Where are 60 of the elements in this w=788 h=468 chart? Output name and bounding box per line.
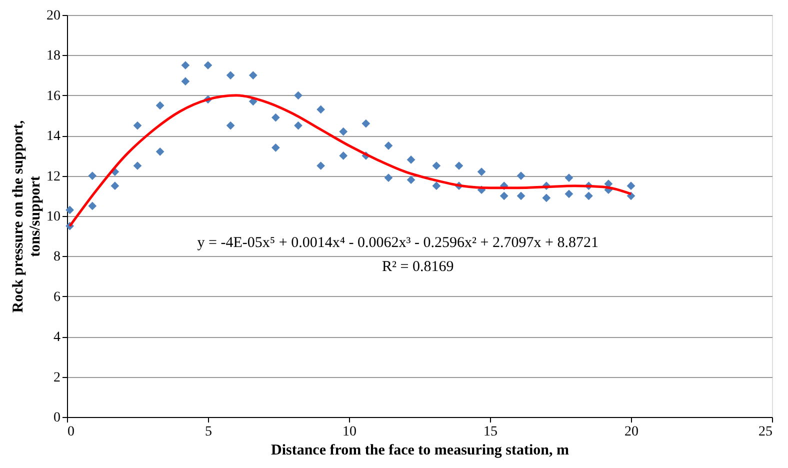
y-tick-label: 16 (46, 88, 60, 104)
point (156, 101, 164, 110)
y-tick-label: 14 (46, 129, 60, 144)
x-tick-label: 25 (758, 424, 772, 440)
point (88, 172, 97, 180)
point (271, 143, 280, 152)
point (406, 156, 416, 164)
point (432, 182, 441, 190)
x-tick-label: 20 (624, 424, 638, 440)
point (339, 152, 348, 160)
annotation: y = -4E-05x⁵ + 0.0014x⁴ - 0.0062x³ - 0.2596x² + 2.7097x + 8.8721 (197, 234, 598, 251)
y-tick-label: 8 (54, 250, 60, 265)
y-tick-label: 20 (46, 8, 60, 24)
x-tick-label: 10 (342, 424, 356, 440)
x-tick-label: 15 (484, 424, 498, 440)
point (432, 162, 441, 170)
point (133, 162, 142, 170)
point (88, 202, 97, 210)
point (110, 182, 120, 190)
point (66, 206, 74, 214)
y-tick-label: 2 (54, 370, 60, 386)
y-tick-label: 6 (54, 290, 60, 305)
y-axis-title: Rock pressure on the support, tons/support (10, 120, 44, 313)
point (271, 113, 280, 122)
point (226, 121, 235, 130)
point (133, 121, 142, 130)
point (181, 61, 190, 70)
point (564, 190, 574, 198)
point (316, 162, 325, 170)
point (626, 182, 636, 190)
annotation: R² = 0.8169 (382, 258, 454, 275)
point (316, 105, 325, 114)
point (362, 119, 370, 128)
point (181, 77, 190, 86)
x-axis-title: Distance from the face to measuring station, m (270, 442, 570, 458)
point (339, 127, 348, 136)
point (384, 174, 393, 182)
point (516, 192, 526, 200)
y-tick-label: 0 (54, 410, 60, 426)
point (384, 141, 393, 150)
point (500, 192, 508, 200)
point (516, 172, 526, 180)
x-tick-label: 5 (205, 424, 212, 440)
point (294, 91, 302, 100)
point (248, 71, 258, 80)
point (454, 162, 464, 170)
point (226, 71, 235, 80)
y-tick-label: 12 (46, 169, 60, 184)
point (564, 174, 574, 182)
point (542, 194, 551, 202)
x-tick-label: 0 (68, 424, 74, 440)
y-tick-label: 18 (46, 48, 60, 64)
y-tick-label: 10 (46, 210, 60, 224)
point (156, 147, 164, 156)
point (406, 176, 416, 184)
point (294, 121, 302, 130)
point (204, 61, 212, 70)
point (584, 192, 593, 200)
point (477, 168, 486, 176)
y-tick-label: 4 (54, 330, 60, 346)
